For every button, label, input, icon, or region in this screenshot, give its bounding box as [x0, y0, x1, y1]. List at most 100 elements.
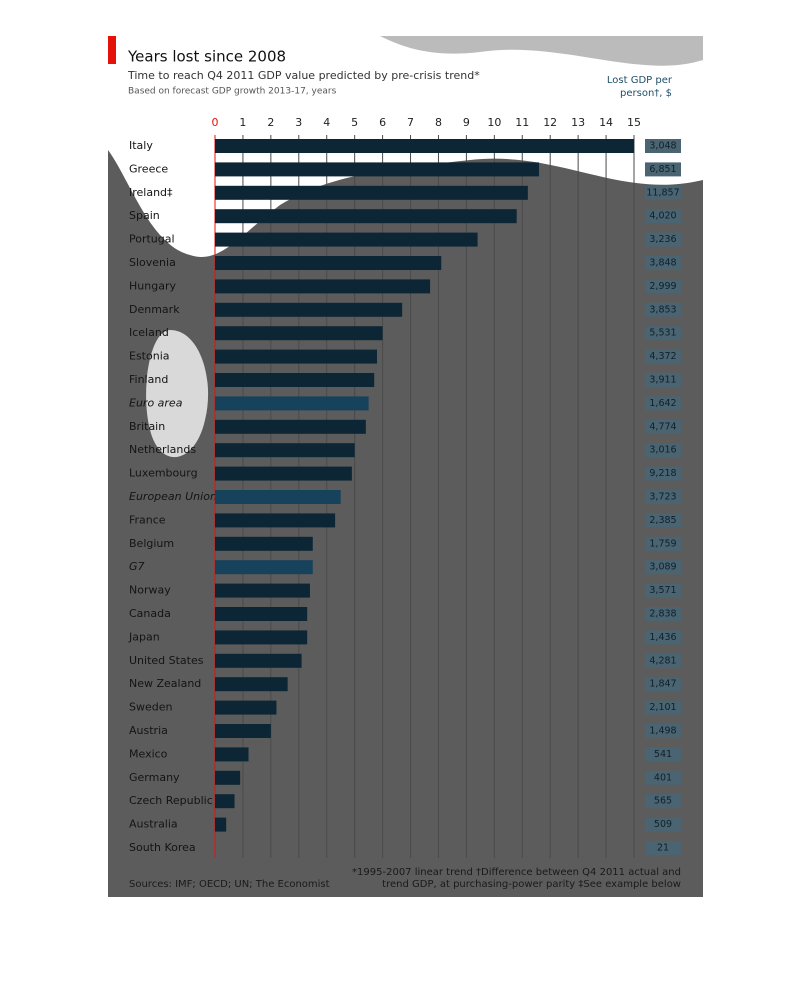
- y-tick-label: Britain: [129, 420, 165, 433]
- y-tick-label: France: [129, 513, 166, 526]
- bar: [215, 162, 540, 177]
- value-box: [645, 162, 681, 177]
- value-box: [645, 724, 681, 738]
- value-box: [645, 326, 681, 341]
- y-tick-label: Australia: [129, 818, 178, 831]
- value-label: 2,999: [649, 281, 676, 292]
- value-box: [645, 513, 681, 528]
- bar: [215, 419, 366, 434]
- value-box: [645, 279, 681, 294]
- y-tick-label: Portugal: [129, 233, 175, 246]
- y-tick-label: G7: [129, 560, 145, 573]
- value-label: 1,847: [649, 679, 676, 690]
- bar: [215, 139, 634, 153]
- y-tick-label: Ireland‡: [129, 186, 173, 199]
- value-box: [645, 302, 681, 317]
- value-box: [645, 817, 681, 832]
- wave-top: [380, 36, 703, 66]
- y-tick-label: Italy: [129, 139, 153, 152]
- y-tick-label: Sweden: [129, 701, 172, 714]
- value-label: 5,531: [649, 328, 676, 339]
- subtitle: Time to reach Q4 2011 GDP value predicte…: [127, 69, 480, 82]
- value-label: 401: [654, 772, 672, 783]
- value-label: 541: [654, 749, 672, 760]
- bar: [215, 817, 227, 832]
- x-tick-label: 10: [487, 116, 501, 129]
- x-tick-label: 13: [571, 116, 585, 129]
- value-label: 3,236: [649, 234, 676, 245]
- note: Based on forecast GDP growth 2013-17, ye…: [128, 87, 337, 97]
- bar: [215, 490, 341, 504]
- y-tick-label: Denmark: [129, 303, 180, 316]
- x-tick-label: 3: [295, 116, 302, 129]
- bar: [215, 232, 478, 247]
- value-label: 2,101: [649, 702, 676, 713]
- value-box: [645, 443, 681, 458]
- value-label: 21: [657, 843, 669, 854]
- x-tick-label: 7: [407, 116, 414, 129]
- value-label: 3,848: [649, 258, 676, 269]
- x-tick-label: 1: [239, 116, 246, 129]
- value-label: 9,218: [649, 468, 676, 479]
- bar: [215, 373, 375, 387]
- bar: [215, 302, 403, 317]
- y-tick-label: Norway: [129, 584, 171, 597]
- value-box: [645, 490, 681, 504]
- value-box: [645, 747, 681, 762]
- x-tick-label: 12: [543, 116, 557, 129]
- chart-title: Years lost since 2008: [127, 48, 286, 66]
- bar: [215, 583, 310, 598]
- value-box: [645, 466, 681, 481]
- bar: [215, 256, 442, 270]
- value-label: 1,498: [649, 726, 676, 737]
- y-tick-label: Japan: [128, 630, 160, 643]
- value-label: 1,759: [649, 538, 676, 549]
- value-label: 509: [654, 819, 672, 830]
- y-tick-label: Canada: [129, 607, 171, 620]
- bar: [215, 630, 308, 645]
- col-title: Lost GDP per: [607, 75, 673, 86]
- value-box: [645, 232, 681, 247]
- bar: [215, 396, 369, 411]
- x-tick-label: 9: [463, 116, 470, 129]
- value-label: 4,372: [649, 351, 676, 362]
- x-tick-label: 14: [599, 116, 613, 129]
- x-tick-label: 11: [515, 116, 529, 129]
- footnote: *1995-2007 linear trend †Difference betw…: [352, 867, 681, 878]
- y-tick-label: United States: [129, 654, 204, 667]
- footnote: trend GDP, at purchasing-power parity ‡S…: [382, 879, 681, 890]
- value-box: [645, 396, 681, 411]
- source: Sources: IMF; OECD; UN; The Economist: [129, 879, 330, 890]
- bar: [215, 700, 277, 715]
- value-label: 4,020: [649, 211, 676, 222]
- y-tick-label: Czech Republic: [129, 794, 213, 807]
- value-label: 1,642: [649, 398, 676, 409]
- value-box: [645, 139, 681, 153]
- y-tick-label: Spain: [129, 209, 160, 222]
- blob: [146, 330, 209, 458]
- y-tick-label: Iceland: [129, 326, 169, 339]
- x-tick-label: 0: [212, 116, 219, 129]
- y-tick-label: New Zealand: [129, 677, 201, 690]
- bar: [215, 653, 302, 668]
- value-label: 3,853: [649, 304, 676, 315]
- bar: [215, 185, 528, 200]
- x-tick-label: 5: [351, 116, 358, 129]
- value-box: [645, 256, 681, 270]
- y-tick-label: Greece: [129, 162, 168, 175]
- bar: [215, 747, 249, 762]
- value-label: 2,385: [649, 515, 676, 526]
- y-tick-label: Germany: [129, 771, 180, 784]
- x-tick-label: 6: [379, 116, 386, 129]
- y-tick-label: Mexico: [129, 747, 168, 760]
- bar: [215, 724, 271, 738]
- y-tick-label: Luxembourg: [129, 467, 198, 480]
- value-label: 3,016: [649, 445, 676, 456]
- bar: [215, 466, 352, 481]
- bar: [215, 560, 313, 575]
- value-box: [645, 536, 681, 551]
- y-tick-label: Finland: [129, 373, 168, 386]
- bar: [215, 513, 336, 528]
- x-tick-label: 8: [435, 116, 442, 129]
- value-label: 6,851: [649, 164, 676, 175]
